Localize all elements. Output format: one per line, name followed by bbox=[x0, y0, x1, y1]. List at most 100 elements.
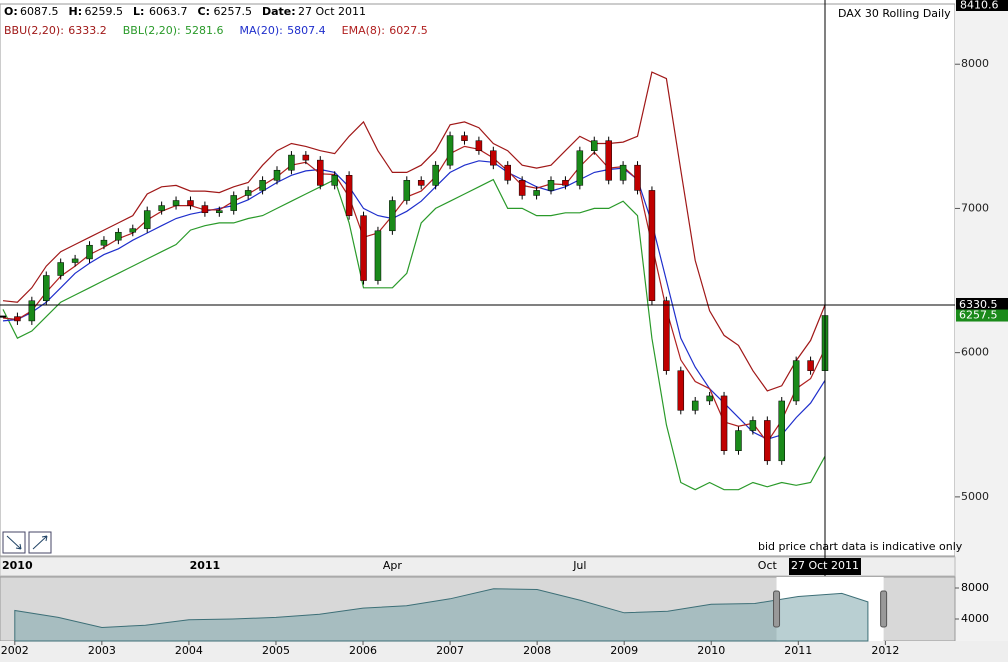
legend-name: MA(20) bbox=[240, 24, 280, 37]
ohlc-value: 6259.5 bbox=[85, 5, 124, 18]
plot-frame bbox=[0, 3, 956, 557]
candle bbox=[677, 370, 685, 411]
navigator-x-label: 2004 bbox=[175, 644, 203, 657]
y-tick-label: 8000 bbox=[961, 57, 989, 70]
legend-sep: : bbox=[279, 24, 283, 37]
candle bbox=[230, 195, 237, 211]
navigator-x-label: 2011 bbox=[784, 644, 812, 657]
candle bbox=[302, 154, 310, 161]
candle bbox=[115, 231, 122, 241]
y-tick-label: 7000 bbox=[961, 201, 989, 214]
candle bbox=[605, 140, 612, 181]
y-tick-label: 6000 bbox=[961, 346, 989, 359]
ylim-label: 8410.6 bbox=[960, 0, 999, 12]
x-tick-label: Jul bbox=[572, 559, 586, 572]
ohlc-value: 6087.5 bbox=[20, 5, 59, 18]
date-label: Date: bbox=[262, 5, 296, 18]
indicator-line bbox=[2, 178, 826, 491]
candle bbox=[764, 420, 771, 462]
candle bbox=[273, 169, 281, 181]
arrow-icon bbox=[32, 535, 48, 550]
candle bbox=[259, 180, 266, 191]
candle bbox=[201, 205, 209, 214]
last-price-box bbox=[956, 309, 1008, 322]
ylim-box bbox=[956, 0, 1008, 11]
candle bbox=[71, 258, 79, 263]
legend-value: 6333.2 bbox=[68, 24, 107, 37]
candle bbox=[619, 164, 627, 181]
legend-value: 5807.4 bbox=[287, 24, 326, 37]
navigator-x-label: 2012 bbox=[871, 644, 899, 657]
candle bbox=[475, 140, 483, 151]
candle bbox=[518, 180, 526, 196]
navigator-y-label: 4000 bbox=[961, 612, 989, 625]
legend-name: BBL(2,20) bbox=[123, 24, 177, 37]
candle bbox=[360, 215, 367, 281]
x-tick-label: Apr bbox=[383, 559, 403, 572]
candle bbox=[648, 190, 656, 301]
candle bbox=[389, 200, 396, 232]
candle bbox=[807, 360, 814, 371]
candle bbox=[663, 300, 670, 371]
ohlc-label: L: bbox=[133, 5, 144, 18]
ohlc-label: O: bbox=[4, 5, 18, 18]
legend-value: 5281.6 bbox=[185, 24, 224, 37]
crosshair-date-box bbox=[789, 558, 861, 575]
indicator-line bbox=[2, 71, 826, 392]
candle bbox=[735, 430, 742, 451]
navigator-x-label: 2002 bbox=[1, 644, 29, 657]
candle bbox=[57, 262, 64, 276]
navigator-x-label: 2005 bbox=[262, 644, 290, 657]
ohlc-label: H: bbox=[69, 5, 83, 18]
candle bbox=[562, 180, 569, 186]
legend-sep: : bbox=[60, 24, 64, 37]
candle bbox=[331, 175, 338, 186]
legend-name: EMA(8) bbox=[342, 24, 382, 37]
candle bbox=[591, 140, 598, 151]
navigator-x-label: 2010 bbox=[697, 644, 725, 657]
candle bbox=[576, 150, 584, 186]
navigator-handle[interactable] bbox=[880, 590, 888, 628]
candle bbox=[533, 190, 540, 196]
navigator-handle[interactable] bbox=[773, 590, 781, 628]
candle bbox=[28, 300, 36, 322]
candle bbox=[778, 400, 785, 462]
crosshair-box bbox=[956, 297, 1008, 312]
candle bbox=[749, 420, 757, 431]
candle bbox=[432, 164, 439, 186]
candle bbox=[43, 275, 50, 301]
date-value: 27 Oct 2011 bbox=[298, 5, 366, 18]
navigator-y-label: 8000 bbox=[961, 581, 989, 594]
legend-name: BBU(2,20) bbox=[4, 24, 60, 37]
candle bbox=[86, 244, 93, 260]
candle bbox=[0, 315, 6, 318]
navigator-x-label: 2006 bbox=[349, 644, 377, 657]
candle bbox=[490, 150, 497, 166]
candle bbox=[187, 200, 194, 206]
navigator-x-label: 2007 bbox=[436, 644, 464, 657]
indicator-line bbox=[2, 145, 826, 444]
navigator-x-label: 2008 bbox=[523, 644, 551, 657]
candle bbox=[461, 135, 468, 141]
candle bbox=[317, 159, 324, 186]
candle bbox=[172, 200, 180, 206]
navigator-x-label: 2003 bbox=[88, 644, 116, 657]
candle bbox=[143, 210, 151, 229]
disclaimer: bid price chart data is indicative only bbox=[758, 540, 963, 553]
ohlc-label: C: bbox=[198, 5, 210, 18]
x-tick-label: Oct bbox=[758, 559, 778, 572]
candle bbox=[345, 175, 353, 216]
chart-title: DAX 30 Rolling Daily bbox=[838, 7, 951, 20]
x-tick-label: 2011 bbox=[190, 559, 221, 572]
candle bbox=[14, 316, 21, 322]
navigator-axis-strip bbox=[0, 641, 1008, 662]
crosshair-value: 6330.5 bbox=[959, 298, 998, 311]
candle bbox=[158, 205, 165, 211]
candle bbox=[720, 395, 728, 451]
legend-sep: : bbox=[177, 24, 181, 37]
candle bbox=[129, 228, 137, 233]
candle bbox=[691, 400, 699, 411]
candle bbox=[792, 360, 800, 402]
right-axis-panel bbox=[955, 0, 1008, 662]
